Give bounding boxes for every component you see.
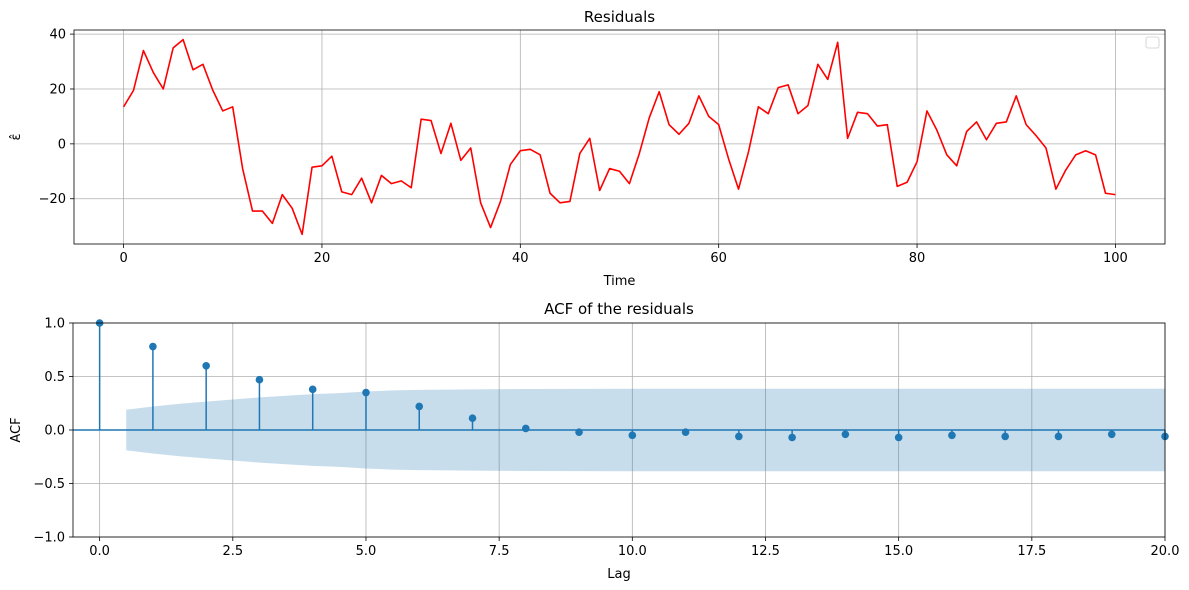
acf-ytick-label: 0.5 xyxy=(44,370,65,385)
acf-stems xyxy=(73,319,1169,442)
residuals-series-line xyxy=(122,38,1116,236)
acf-stem-marker xyxy=(255,375,264,384)
acf-stem-marker xyxy=(841,430,850,439)
residuals-ytick-label: −20 xyxy=(39,192,66,207)
acf-ticks: 0.0 2.5 5.0 7.5 10.0 12.5 15.0 17.5 20.0 1.0 0.5 0.… xyxy=(33,317,1179,560)
residuals-xtick-label: 20 xyxy=(314,251,331,266)
residuals-xtick-label: 60 xyxy=(710,251,727,266)
residuals-chart: 0 20 40 60 80 100 40 20 0 −20 Residuals Time ε̂ xyxy=(9,8,1166,289)
acf-xtick-label: 12.5 xyxy=(751,544,780,559)
acf-ylabel: ACF xyxy=(9,417,24,442)
residuals-grid xyxy=(74,30,1165,244)
acf-stem-marker xyxy=(362,388,370,397)
acf-stem-marker xyxy=(202,362,210,370)
residuals-ytick-label: 0 xyxy=(58,137,66,152)
residuals-xtick-label: 40 xyxy=(512,251,529,266)
acf-title: ACF of the residuals xyxy=(544,300,694,318)
residuals-axes-frame xyxy=(73,29,1166,245)
residuals-line-group xyxy=(122,38,1116,236)
acf-xtick-label: 2.5 xyxy=(222,544,243,559)
residuals-ticks: 0 20 40 60 80 100 40 20 0 −20 xyxy=(39,28,1128,266)
acf-stem-marker xyxy=(681,428,690,436)
acf-xlabel: Lag xyxy=(607,567,630,582)
acf-stem-marker xyxy=(735,432,743,441)
residuals-xtick-label: 80 xyxy=(909,251,926,266)
acf-ytick-label: 0.0 xyxy=(44,424,65,439)
residuals-legend-box xyxy=(1145,36,1160,49)
acf-xtick-label: 0.0 xyxy=(89,544,110,559)
acf-stem-marker xyxy=(894,433,903,442)
acf-stem-marker xyxy=(948,431,956,440)
acf-xtick-label: 15.0 xyxy=(884,544,913,559)
acf-stem-marker xyxy=(415,402,424,411)
residuals-ytick-label: 40 xyxy=(49,28,66,43)
acf-stem-marker xyxy=(1001,432,1009,441)
acf-stem-marker xyxy=(468,414,477,423)
residuals-xtick-label: 100 xyxy=(1103,251,1128,266)
acf-stem-marker xyxy=(628,431,637,440)
acf-stem-marker xyxy=(788,433,796,442)
acf-xtick-label: 20.0 xyxy=(1151,544,1180,559)
acf-xtick-label: 7.5 xyxy=(489,544,510,559)
acf-ytick-label: −1.0 xyxy=(33,531,65,546)
acf-stem-marker xyxy=(521,424,530,433)
acf-stem-marker xyxy=(575,428,583,436)
acf-stem-marker xyxy=(149,342,157,351)
acf-xtick-label: 10.0 xyxy=(618,544,647,559)
residuals-xlabel: Time xyxy=(603,274,636,289)
acf-stem-marker xyxy=(308,385,317,394)
acf-chart: 0.0 2.5 5.0 7.5 10.0 12.5 15.0 17.5 20.0 1.0 0.5 0.… xyxy=(9,300,1179,582)
acf-stem-marker xyxy=(1107,430,1116,439)
acf-ytick-label: 1.0 xyxy=(44,317,65,332)
acf-xtick-label: 5.0 xyxy=(356,544,377,559)
residuals-ylabel: ε̂ xyxy=(9,133,24,140)
residuals-ytick-label: 20 xyxy=(49,82,66,97)
acf-ytick-label: −0.5 xyxy=(33,477,65,492)
acf-stem-marker xyxy=(1054,432,1063,441)
residuals-xtick-label: 0 xyxy=(119,251,127,266)
acf-xtick-label: 17.5 xyxy=(1017,544,1046,559)
residuals-title: Residuals xyxy=(584,8,655,26)
